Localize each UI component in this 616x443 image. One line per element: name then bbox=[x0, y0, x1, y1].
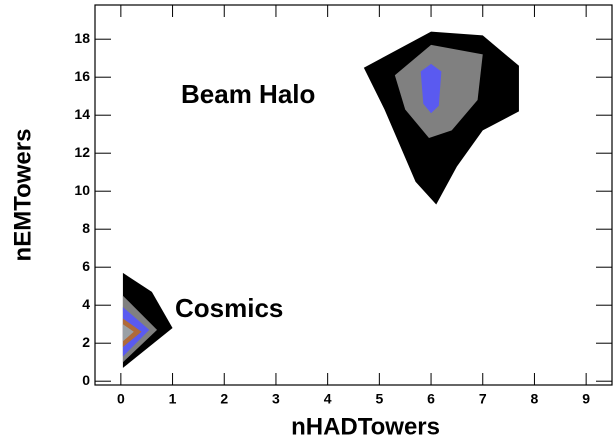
x-tick-label: 4 bbox=[324, 391, 332, 407]
y-tick-label: 18 bbox=[74, 30, 90, 46]
x-tick-label: 6 bbox=[427, 391, 435, 407]
y-tick-label: 16 bbox=[74, 68, 90, 84]
x-tick-label: 5 bbox=[375, 391, 383, 407]
annotation: Cosmics bbox=[175, 293, 283, 323]
contour-level bbox=[420, 63, 442, 114]
x-tick-label: 3 bbox=[272, 391, 280, 407]
y-tick-label: 12 bbox=[74, 144, 90, 160]
y-tick-label: 4 bbox=[82, 296, 90, 312]
x-tick-label: 0 bbox=[117, 391, 125, 407]
x-tick-label: 2 bbox=[220, 391, 228, 407]
x-tick-label: 1 bbox=[169, 391, 177, 407]
y-axis-title: nEMTowers bbox=[9, 129, 36, 262]
contour-level bbox=[122, 324, 134, 342]
plot-frame bbox=[94, 4, 613, 386]
y-tick-label: 8 bbox=[82, 220, 90, 236]
x-tick-label: 7 bbox=[479, 391, 487, 407]
annotation: Beam Halo bbox=[181, 79, 315, 109]
y-tick-label: 6 bbox=[82, 258, 90, 274]
y-tick-label: 2 bbox=[82, 334, 90, 350]
x-tick-label: 8 bbox=[531, 391, 539, 407]
y-tick-label: 10 bbox=[74, 182, 90, 198]
y-tick-label: 0 bbox=[82, 372, 90, 388]
x-axis-title: nHADTowers bbox=[291, 413, 440, 440]
y-tick-label: 14 bbox=[74, 106, 90, 122]
x-tick-label: 9 bbox=[582, 391, 590, 407]
